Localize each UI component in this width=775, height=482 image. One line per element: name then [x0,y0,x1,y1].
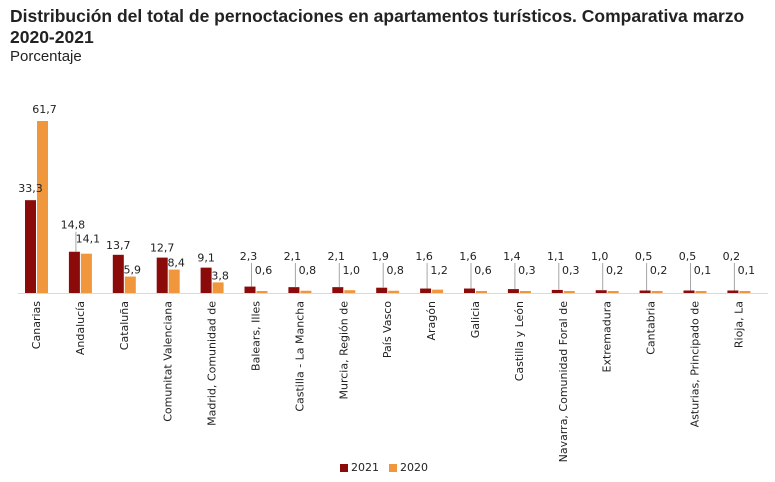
bar-2020-murcia-region-de [344,290,356,293]
bar-2021-cataluna [112,254,124,293]
value-label-2021-navarra-comunidad-foral-de: 1,1 [547,250,565,263]
bar-2021-pais-vasco [376,287,388,293]
bar-2020-castilla-la-mancha [300,290,312,293]
bar-2020-pais-vasco [388,290,400,293]
value-label-2020-murcia-region-de: 1,0 [343,264,361,277]
category-label-asturias-principado-de: Asturias, Principado de [689,301,702,428]
legend-item-2020: 2020 [389,461,428,474]
bar-2020-castilla-y-leon [519,291,531,293]
bar-2021-cantabria [639,290,651,293]
value-label-2020-navarra-comunidad-foral-de: 0,3 [562,264,580,277]
bar-2020-galicia [476,291,487,293]
chart-title: Distribución del total de pernoctaciones… [10,6,745,47]
category-label-canarias: Canarias [30,301,43,349]
value-label-2021-rioja-la: 0,2 [723,250,741,263]
value-label-2021-castilla-la-mancha: 2,1 [284,250,302,263]
value-label-2020-cataluna: 5,9 [124,264,142,277]
value-label-2020-aragon: 1,2 [430,264,448,277]
bar-2021-andalucia [68,251,80,293]
value-label-2021-cantabria: 0,5 [635,250,653,263]
value-label-2020-comunitat-valenciana: 8,4 [167,257,185,270]
value-label-2021-asturias-principado-de: 0,5 [679,250,697,263]
chart-subtitle: Porcentaje [10,48,82,65]
bar-2020-extremadura [607,291,619,293]
bar-2020-rioja-la [739,291,751,293]
legend-label-2021: 2021 [351,461,379,474]
category-label-galicia: Galicia [469,301,482,338]
bar-2021-castilla-la-mancha [288,287,300,293]
bar-2020-andalucia [80,253,92,293]
category-label-rioja-la: Rioja, La [732,301,745,348]
bar-2021-balears-illes [244,286,256,293]
value-label-2021-cataluna: 13,7 [106,239,131,252]
value-label-2021-murcia-region-de: 2,1 [328,250,346,263]
category-label-cataluna: Cataluña [118,301,131,350]
legend-swatch-2020 [389,463,397,472]
bar-2020-balears-illes [256,291,268,293]
bar-2021-castilla-y-leon [507,289,519,293]
bar-2021-aragon [420,288,432,293]
value-label-2020-galicia: 0,6 [474,264,492,277]
category-label-andalucia: Andalucía [74,301,87,355]
bar-2021-comunitat-valenciana [156,257,168,293]
value-label-2021-pais-vasco: 1,9 [371,250,389,263]
value-label-2020-canarias: 61,7 [32,103,57,116]
value-label-2020-extremadura: 0,2 [606,264,624,277]
value-label-2020-rioja-la: 0,1 [738,264,756,277]
category-label-castilla-y-leon: Castilla y León [513,301,526,381]
category-label-cantabria: Cantabria [645,301,658,355]
bar-2020-madrid-comunidad-de [212,282,224,293]
value-label-2021-aragon: 1,6 [415,250,433,263]
bar-2021-extremadura [595,290,607,293]
value-label-2021-andalucia: 14,8 [61,219,86,232]
bar-2020-cantabria [651,291,663,293]
value-label-2020-castilla-la-mancha: 0,8 [299,264,317,277]
bar-2020-aragon [432,289,444,293]
value-label-2020-castilla-y-leon: 0,3 [518,264,536,277]
category-label-madrid-comunidad-de: Madrid, Comunidad de [206,301,219,426]
value-label-2021-madrid-comunidad-de: 9,1 [197,252,215,265]
value-label-2021-castilla-y-leon: 1,4 [503,250,521,263]
value-label-2020-pais-vasco: 0,8 [386,264,404,277]
bar-2021-canarias [25,200,36,293]
category-label-murcia-region-de: Murcia, Región de [337,301,350,400]
category-label-castilla-la-mancha: Castilla - La Mancha [293,301,306,412]
category-label-aragon: Aragón [425,301,438,341]
legend-item-2021: 2021 [340,461,379,474]
bar-2021-galicia [464,288,475,293]
bar-2020-comunitat-valenciana [168,269,180,293]
category-label-comunitat-valenciana: Comunitat Valenciana [162,301,175,422]
bar-2020-asturias-principado-de [695,291,707,293]
value-label-2020-asturias-principado-de: 0,1 [694,264,712,277]
legend: 2021 2020 [340,461,428,474]
value-label-2020-andalucia: 14,1 [76,233,101,246]
value-label-2020-cantabria: 0,2 [650,264,668,277]
category-label-navarra-comunidad-foral-de: Navarra, Comunidad Foral de [557,301,570,463]
bar-2020-canarias [37,121,48,293]
category-label-balears-illes: Balears, Illes [250,301,263,371]
legend-swatch-2021 [340,463,348,472]
bar-2020-cataluna [124,276,136,293]
bar-2020-navarra-comunidad-foral-de [563,291,575,293]
value-label-2021-canarias: 33,3 [18,182,43,195]
category-label-extremadura: Extremadura [601,301,614,373]
value-label-2021-galicia: 1,6 [459,250,477,263]
bar-2021-asturias-principado-de [683,290,695,293]
bar-2021-madrid-comunidad-de [200,267,212,293]
value-label-2021-comunitat-valenciana: 12,7 [150,242,175,255]
value-label-2021-balears-illes: 2,3 [240,250,258,263]
value-label-2020-balears-illes: 0,6 [255,264,273,277]
bar-2021-murcia-region-de [332,287,344,293]
value-label-2020-madrid-comunidad-de: 3,8 [211,269,229,282]
value-label-2021-extremadura: 1,0 [591,250,609,263]
bar-2021-rioja-la [727,290,739,293]
legend-label-2020: 2020 [400,461,428,474]
bar-2021-navarra-comunidad-foral-de [551,289,563,293]
category-label-pais-vasco: País Vasco [381,301,394,358]
